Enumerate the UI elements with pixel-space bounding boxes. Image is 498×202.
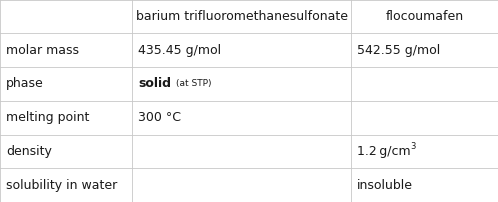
Text: molar mass: molar mass	[6, 44, 79, 57]
Text: 542.55 g/mol: 542.55 g/mol	[357, 44, 440, 57]
Text: insoluble: insoluble	[357, 179, 413, 192]
Text: flocoumafen: flocoumafen	[385, 10, 464, 23]
Text: phase: phase	[6, 77, 44, 90]
Text: 1.2 g/cm: 1.2 g/cm	[357, 145, 411, 158]
Text: solid: solid	[138, 77, 171, 90]
Text: density: density	[6, 145, 52, 158]
Text: melting point: melting point	[6, 111, 89, 124]
Text: barium trifluoromethanesulfonate: barium trifluoromethanesulfonate	[135, 10, 348, 23]
Text: 300 °C: 300 °C	[138, 111, 181, 124]
Text: (at STP): (at STP)	[176, 79, 212, 88]
Text: 3: 3	[411, 142, 416, 151]
Text: solubility in water: solubility in water	[6, 179, 117, 192]
Text: 435.45 g/mol: 435.45 g/mol	[138, 44, 221, 57]
